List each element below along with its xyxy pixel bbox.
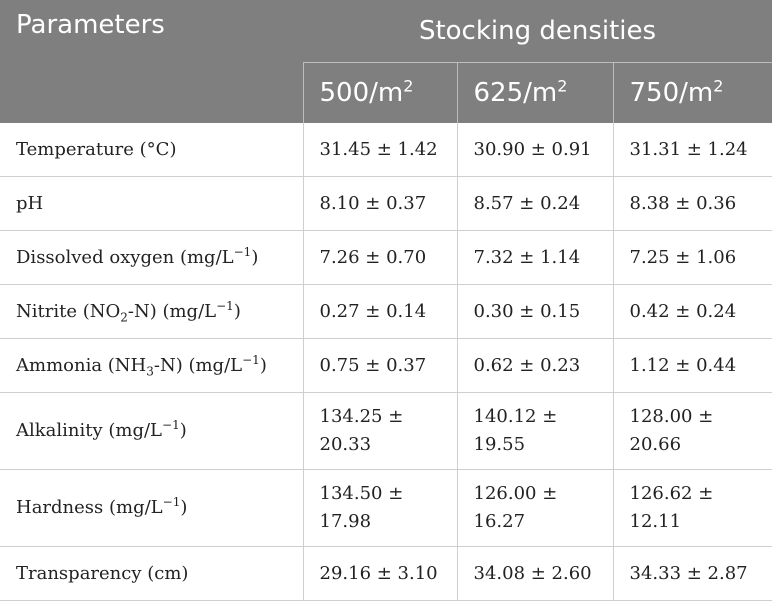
table-row: Alkalinity (mg/L−1) 134.25 ± 20.33 140.1…: [0, 392, 772, 470]
row-label-nitrite: Nitrite (NO2-N) (mg/L−1): [0, 284, 303, 339]
cell-value: 134.50 ± 17.98: [302, 469, 457, 547]
cell-value: 0.27 ± 0.14: [302, 284, 457, 339]
cell-value: 8.57 ± 0.24: [456, 176, 613, 231]
cell-value: 1.12 ± 0.44: [612, 338, 772, 393]
table-row: Ammonia (NH3-N) (mg/L−1) 0.75 ± 0.37 0.6…: [0, 338, 772, 393]
cell-value: 0.62 ± 0.23: [456, 338, 613, 393]
cell-value: 31.45 ± 1.42: [302, 123, 457, 177]
cell-value: 30.90 ± 0.91: [456, 123, 613, 177]
table-row: Dissolved oxygen (mg/L−1) 7.26 ± 0.70 7.…: [0, 230, 772, 285]
row-label-temperature: Temperature (°C): [0, 123, 303, 177]
cell-value: 134.25 ± 20.33: [302, 392, 457, 470]
table-row: Temperature (°C) 31.45 ± 1.42 30.90 ± 0.…: [0, 123, 772, 177]
header-density-625: 625/m2: [456, 62, 613, 123]
cell-value: 7.26 ± 0.70: [302, 230, 457, 285]
table-row: Hardness (mg/L−1) 134.50 ± 17.98 126.00 …: [0, 469, 772, 547]
cell-value: 140.12 ± 19.55: [456, 392, 613, 470]
cell-value: 34.33 ± 2.87: [612, 546, 772, 601]
row-label-alkalinity: Alkalinity (mg/L−1): [0, 392, 303, 470]
cell-value: 126.62 ± 12.11: [612, 469, 772, 547]
cell-value: 0.75 ± 0.37: [302, 338, 457, 393]
table-row: Transparency (cm) 29.16 ± 3.10 34.08 ± 2…: [0, 546, 772, 601]
header-density-750: 750/m2: [612, 62, 772, 123]
cell-value: 0.30 ± 0.15: [456, 284, 613, 339]
cell-value: 7.32 ± 1.14: [456, 230, 613, 285]
row-label-transparency: Transparency (cm): [0, 546, 303, 601]
header-parameters: Parameters: [0, 0, 303, 123]
cell-value: 29.16 ± 3.10: [302, 546, 457, 601]
cell-value: 0.42 ± 0.24: [612, 284, 772, 339]
table-row: pH 8.10 ± 0.37 8.57 ± 0.24 8.38 ± 0.36: [0, 176, 772, 231]
table-row: Nitrite (NO2-N) (mg/L−1) 0.27 ± 0.14 0.3…: [0, 284, 772, 339]
row-label-ammonia: Ammonia (NH3-N) (mg/L−1): [0, 338, 303, 393]
cell-value: 8.38 ± 0.36: [612, 176, 772, 231]
row-label-dissolved-oxygen: Dissolved oxygen (mg/L−1): [0, 230, 303, 285]
cell-value: 34.08 ± 2.60: [456, 546, 613, 601]
row-label-hardness: Hardness (mg/L−1): [0, 469, 303, 547]
row-label-ph: pH: [0, 176, 303, 231]
cell-value: 7.25 ± 1.06: [612, 230, 772, 285]
cell-value: 126.00 ± 16.27: [456, 469, 613, 547]
cell-value: 31.31 ± 1.24: [612, 123, 772, 177]
cell-value: 128.00 ± 20.66: [612, 392, 772, 470]
header-stocking-densities: Stocking densities: [303, 0, 772, 63]
cell-value: 8.10 ± 0.37: [302, 176, 457, 231]
header-density-500: 500/m2: [302, 62, 457, 123]
